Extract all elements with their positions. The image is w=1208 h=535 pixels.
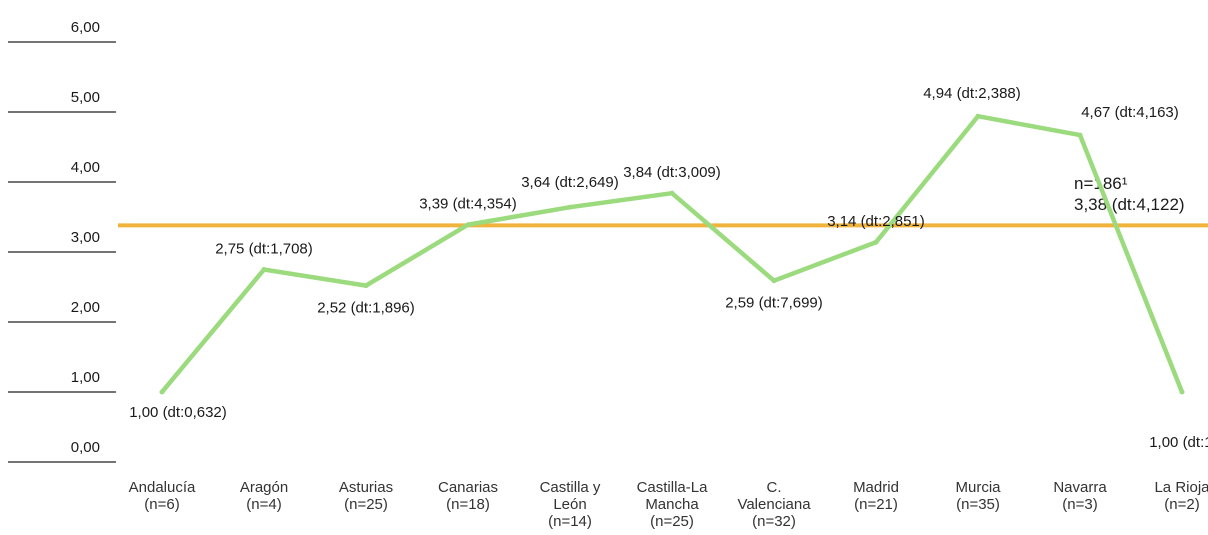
data-label: 3,64 (dt:2,649) <box>521 174 619 191</box>
x-tick-label: Navarra (n=3) <box>1053 479 1107 513</box>
data-label: 2,59 (dt:7,699) <box>725 295 823 312</box>
data-point <box>465 222 471 228</box>
series-line <box>160 113 1185 394</box>
y-tick-label: 4,00 <box>71 159 100 176</box>
y-tick-label: 0,00 <box>71 439 100 456</box>
data-label: 3,14 (dt:2,851) <box>827 213 925 230</box>
data-label: 3,84 (dt:3,009) <box>623 164 721 181</box>
data-label: 1,00 (dt:1,414) <box>1149 434 1208 451</box>
data-labels-group: 1,00 (dt:0,632) 2,75 (dt:1,708) 2,52 (dt:1… <box>129 85 1208 451</box>
x-tick-label: La Rioja (n=2) <box>1154 479 1208 513</box>
data-point <box>261 267 267 272</box>
y-tick-label: 5,00 <box>71 89 100 106</box>
data-point <box>1179 389 1185 395</box>
y-axis: 0,00 1,00 2,00 3,00 4,00 5,00 6,00 <box>8 19 116 463</box>
x-tick-label: Madrid (n=21) <box>853 479 899 513</box>
data-label: 1,00 (dt:0,632) <box>129 404 227 421</box>
data-point <box>1077 132 1083 138</box>
data-label: 4,94 (dt:2,388) <box>923 85 1021 102</box>
data-label: 3,39 (dt:4,354) <box>419 196 517 213</box>
data-point <box>873 239 879 245</box>
x-axis: Andalucía (n=6) Aragón (n=4) Asturias (n=25) C… <box>129 479 1208 530</box>
data-point <box>159 389 165 395</box>
x-tick-label: Canarias (n=18) <box>438 479 498 513</box>
data-point <box>363 283 369 289</box>
data-label: 2,75 (dt:1,708) <box>215 241 313 258</box>
data-label: 4,67 (dt:4,163) <box>1081 104 1179 121</box>
x-tick-label: Murcia (n=35) <box>955 479 1001 513</box>
x-tick-label: Castilla-La Mancha (n=25) <box>637 479 709 530</box>
y-tick-label: 1,00 <box>71 369 100 386</box>
x-tick-label: Aragón (n=4) <box>240 479 288 513</box>
data-point <box>771 278 777 284</box>
data-point <box>669 190 675 196</box>
data-point <box>975 113 981 119</box>
data-point <box>567 204 573 210</box>
x-tick-label: Castilla y León (n=14) <box>540 479 601 530</box>
reference-line-label: n=186¹ 3,38 (dt:4,122) <box>1074 174 1185 214</box>
y-tick-label: 2,00 <box>71 299 100 316</box>
data-label: 2,52 (dt:1,896) <box>317 300 415 317</box>
reference-line-group: n=186¹ 3,38 (dt:4,122) <box>118 174 1208 228</box>
y-tick-label: 6,00 <box>71 19 100 36</box>
x-tick-label: Asturias (n=25) <box>339 479 393 513</box>
x-tick-label: C. Valenciana (n=32) <box>737 479 811 530</box>
series-group <box>159 113 1185 395</box>
y-tick-label: 3,00 <box>71 229 100 246</box>
x-tick-label: Andalucía (n=6) <box>129 479 196 513</box>
